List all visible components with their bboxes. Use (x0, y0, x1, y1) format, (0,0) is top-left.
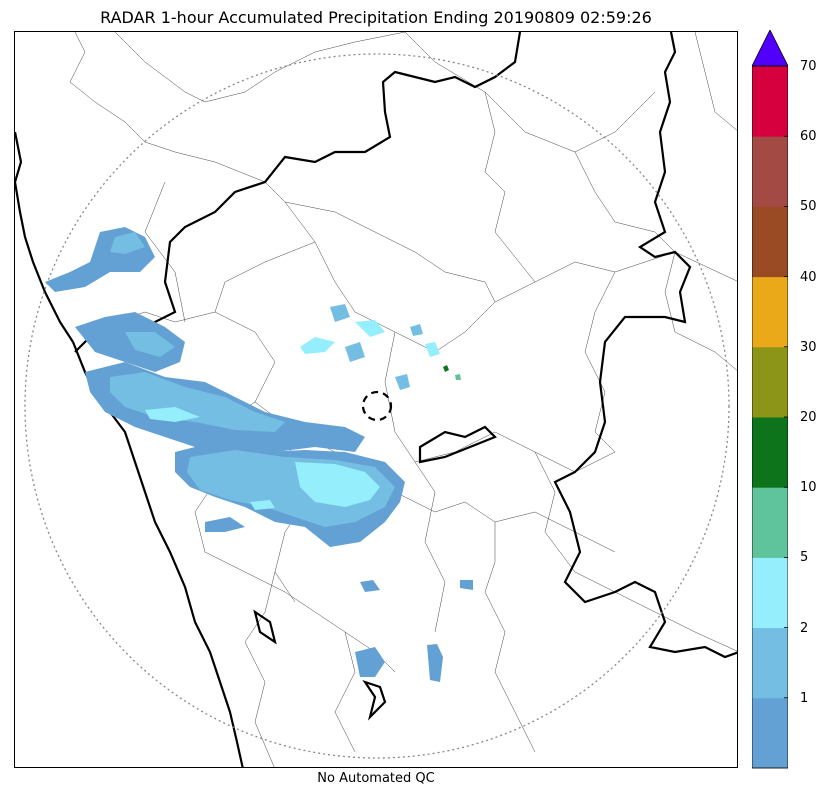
colorbar-segment (752, 627, 788, 699)
colorbar-tick-label: 2 (800, 620, 809, 636)
colorbar-segment (752, 487, 788, 558)
colorbar-tick-label: 1 (800, 690, 809, 706)
colorbar-segment (752, 697, 788, 769)
colorbar-tick-label: 70 (800, 59, 817, 74)
colorbar-tick-label: 5 (800, 550, 809, 566)
state-boundaries (15, 32, 737, 767)
colorbar-outline (752, 65, 788, 769)
colorbar-segment (752, 346, 788, 418)
colorbar-segment (752, 136, 788, 207)
radar-location-marker (361, 390, 393, 422)
radar-map (15, 32, 737, 767)
colorbar-ticks (784, 65, 788, 699)
chart-title: RADAR 1-hour Accumulated Precipitation E… (100, 8, 652, 27)
colorbar-extend-arrow (752, 30, 788, 67)
colorbar-tick-label: 40 (800, 269, 817, 285)
precipitation-areas (45, 227, 473, 682)
colorbar-segment (752, 557, 788, 629)
colorbar-tick-label: 50 (800, 199, 817, 215)
colorbar-tick-label: 20 (800, 410, 817, 425)
x-axis-label: No Automated QC (317, 771, 435, 786)
colorbar-segments (752, 66, 788, 769)
map-plot-area (14, 31, 738, 768)
colorbar (752, 30, 788, 769)
colorbar-segment (752, 276, 788, 348)
colorbar-tick-label: 30 (800, 339, 817, 355)
colorbar-tick-label: 10 (800, 480, 817, 496)
colorbar-segment (752, 417, 788, 488)
colorbar-segment (752, 206, 788, 278)
radar-range-ring (24, 53, 730, 759)
colorbar-segment (752, 66, 788, 137)
colorbar-tick-label: 60 (800, 129, 817, 145)
